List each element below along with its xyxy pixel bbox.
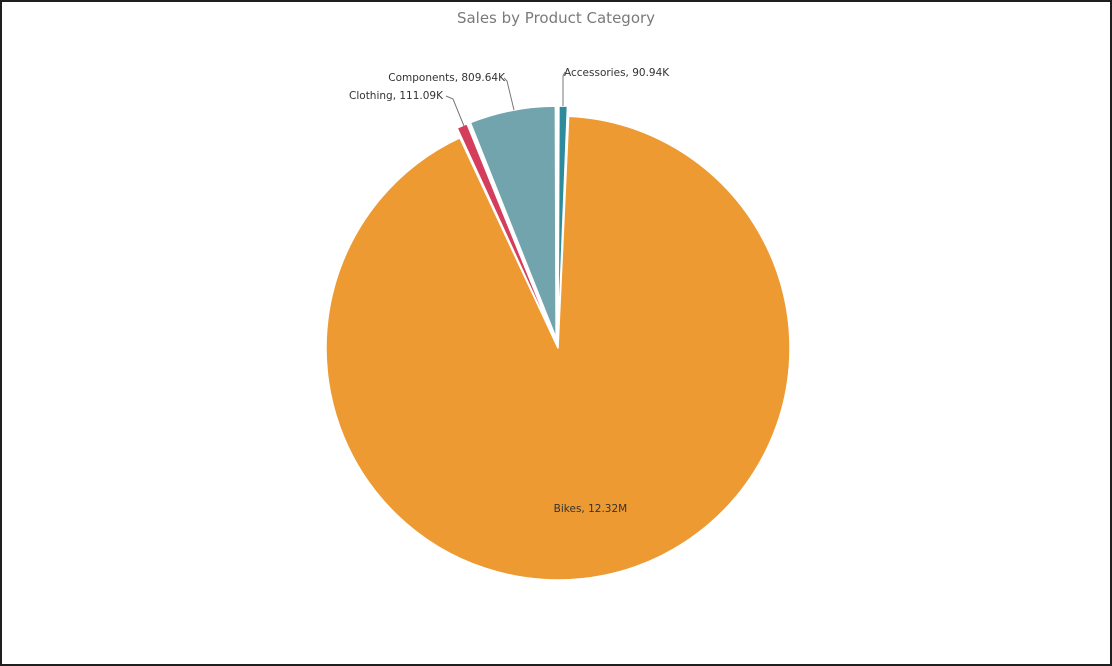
leader-line-clothing <box>445 95 465 127</box>
data-label-accessories: Accessories, 90.94K <box>564 67 670 79</box>
pie-slice-clothing[interactable] <box>456 123 555 340</box>
leader-line-accessories <box>562 71 566 106</box>
data-label-components: Components, 809.64K <box>388 72 506 84</box>
data-label-clothing: Clothing, 111.09K <box>349 90 444 102</box>
chart-title: Sales by Product Category <box>456 9 656 27</box>
data-label-bikes: Bikes, 12.32M <box>554 503 628 515</box>
leader-line-components <box>503 77 515 111</box>
pie-slice-bikes[interactable] <box>325 115 791 581</box>
pie-slice-components[interactable] <box>469 105 557 339</box>
